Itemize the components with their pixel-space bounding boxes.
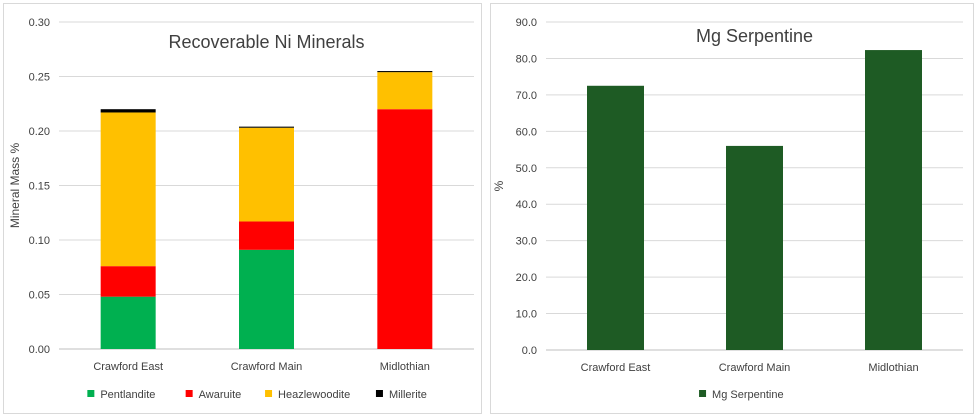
y-tick-label: 30.0 [516,236,537,248]
bar-mg-serpentine-crawford-main [726,145,783,350]
chart-panel-mg-serpentine: Mg Serpentine 0.0 10.0 20.0 30.0 40.0 50.0 60.0… [490,3,974,414]
bar-millerite-crawford-east [100,109,156,113]
bar-heazlewoodite-crawford-east [100,112,156,267]
mg-serpentine-chart: Mg Serpentine 0.0 10.0 20.0 30.0 40.0 50.0 60.0… [492,17,963,401]
bar-heazlewoodite-midlothian [377,72,433,110]
y-tick-label: 70.0 [516,90,537,102]
bar-pentlandite-crawford-east [100,296,156,349]
y-tick-label: 0.10 [29,235,50,247]
y-tick-label: 50.0 [516,163,537,175]
y-tick-label: 20.0 [516,272,537,284]
y-tick-label: 0.25 [29,72,50,84]
chart-panel-ni-minerals: Recoverable Ni Minerals 0.00 0.05 0.10 0.15 0… [3,3,482,414]
legend-swatch-awaruite [185,390,193,397]
x-tick-label: Crawford Main [231,361,303,373]
bar-mg-serpentine-crawford-east [587,85,644,351]
legend-label-pentlandite: Pentlandite [100,389,155,401]
y-tick-label: 90.0 [516,17,537,29]
y-tick-label: 0.05 [29,290,50,302]
y-tick-label: 40.0 [516,199,537,211]
legend-swatch-millerite [375,390,383,397]
bar-pentlandite-crawford-main [239,249,294,349]
bar-millerite-crawford-main [239,126,294,128]
y-tick-label: 80.0 [516,53,537,65]
y-tick-label: 0.00 [29,344,50,356]
ni-minerals-chart: Recoverable Ni Minerals 0.00 0.05 0.10 0.15 0… [8,17,474,401]
x-tick-label: Midlothian [868,362,918,374]
legend-label-awaruite: Awaruite [199,389,242,401]
legend-label-millerite: Millerite [389,389,427,401]
chart-title: Mg Serpentine [696,26,813,46]
y-axis-label: % [492,180,506,191]
x-tick-label: Crawford East [93,361,163,373]
bar-millerite-midlothian [377,71,433,73]
x-tick-label: Crawford Main [719,362,791,374]
y-tick-label: 0.15 [29,181,50,193]
bar-awaruite-crawford-main [239,221,294,250]
legend-swatch-pentlandite [87,390,95,397]
legend-swatch-mg-serpentine [699,390,707,397]
x-tick-label: Crawford East [581,362,651,374]
y-axis-label: Mineral Mass % [8,142,22,228]
y-tick-label: 0.20 [29,126,50,138]
y-tick-label: 10.0 [516,309,537,321]
y-tick-label: 0.30 [29,17,50,29]
chart-title: Recoverable Ni Minerals [168,32,364,52]
bar-heazlewoodite-crawford-main [239,127,294,222]
x-tick-label: Midlothian [380,361,430,373]
y-tick-label: 0.0 [522,345,537,357]
bar-awaruite-crawford-east [100,266,156,297]
bar-mg-serpentine-midlothian [865,50,922,350]
legend-label-mg-serpentine: Mg Serpentine [712,389,784,401]
bar-awaruite-midlothian [377,109,433,349]
y-tick-label: 60.0 [516,126,537,138]
legend-label-heazlewoodite: Heazlewoodite [278,389,350,401]
legend-swatch-heazlewoodite [265,390,273,397]
